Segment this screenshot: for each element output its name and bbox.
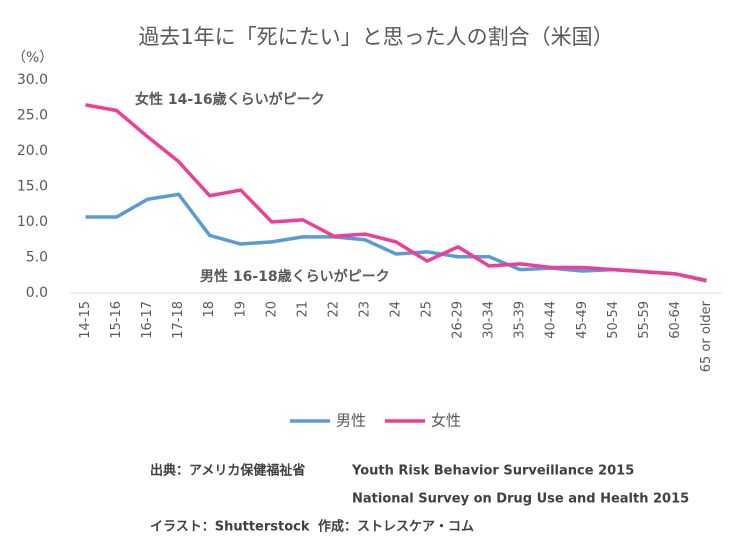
y-tick-label: 20.0 (17, 143, 48, 159)
y-unit: （%） (12, 50, 53, 66)
credits: イラスト：Shutterstock (150, 520, 310, 535)
x-tick-label: 55-59 (637, 301, 652, 339)
x-tick-label: 40-44 (544, 301, 559, 339)
x-tick-label: 21 (295, 301, 310, 318)
x-tick-label: 17-18 (171, 301, 186, 339)
x-tick-label: 25 (420, 301, 435, 318)
x-tick-label: 45-49 (575, 301, 590, 339)
credits: 作成：ストレスケア・コム (318, 519, 474, 535)
x-tick-label: 35-39 (513, 301, 528, 339)
annotation: 男性 16-18歳くらいがピーク (200, 268, 390, 285)
y-tick-label: 25.0 (17, 108, 48, 124)
x-tick-label: 16-17 (140, 301, 155, 339)
x-tick-label: 18 (202, 301, 217, 318)
x-tick-label: 20 (264, 301, 279, 318)
y-tick-label: 30.0 (17, 72, 48, 88)
x-tick-label: 22 (326, 301, 341, 318)
y-tick-label: 15.0 (17, 179, 48, 195)
annotation: 女性 14-16歳くらいがピーク (135, 91, 325, 108)
source: National Survey on Drug Use and Health 2… (352, 492, 689, 507)
x-tick-label: 65 or older (699, 300, 714, 372)
x-tick-label: 19 (233, 301, 248, 318)
y-tick-label: 10.0 (17, 214, 48, 230)
line (85, 103, 707, 283)
legend-label: 女性 (431, 412, 461, 430)
x-tick-label: 26-29 (451, 301, 466, 339)
y-tick-label: 5.0 (26, 250, 48, 266)
x-tick-label: 50-54 (606, 301, 621, 339)
source: 出典：アメリカ保健福祉省 (150, 463, 305, 479)
y-tick-label: 0.0 (26, 285, 48, 301)
x-tick-label: 60-64 (668, 301, 683, 339)
legend-label: 男性 (336, 412, 366, 430)
x-tick-label: 24 (389, 301, 404, 318)
x-tick-label: 15-16 (109, 301, 124, 339)
chart-title: 過去1年に「死にたい」と思った人の割合（米国） (138, 25, 613, 49)
x-tick-label: 23 (357, 301, 372, 318)
source: Youth Risk Behavior Surveillance 2015 (351, 464, 634, 479)
x-tick-label: 30-34 (482, 301, 497, 339)
x-tick-label: 14-15 (78, 301, 93, 339)
